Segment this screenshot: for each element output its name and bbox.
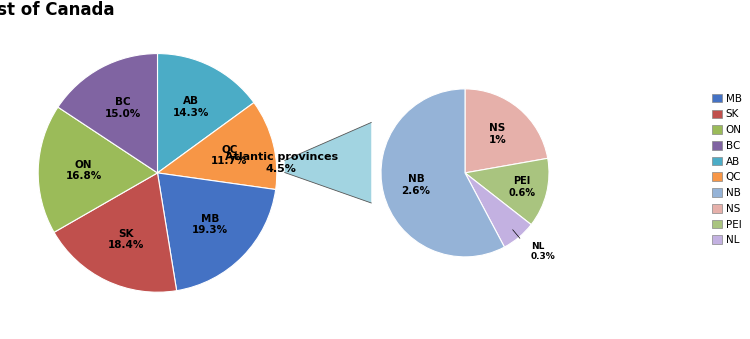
Wedge shape xyxy=(158,103,277,190)
Text: AB
14.3%: AB 14.3% xyxy=(172,96,209,118)
Text: BC
15.0%: BC 15.0% xyxy=(104,97,140,119)
Wedge shape xyxy=(54,173,177,292)
Legend: MB, SK, ON, BC, AB, QC, NB, NS, PEI, NL: MB, SK, ON, BC, AB, QC, NB, NS, PEI, NL xyxy=(709,91,745,248)
Text: NB
2.6%: NB 2.6% xyxy=(401,174,430,196)
Wedge shape xyxy=(381,89,505,257)
Text: QC
11.7%: QC 11.7% xyxy=(211,144,248,166)
Wedge shape xyxy=(465,89,548,173)
Text: NS
1%: NS 1% xyxy=(488,123,506,145)
Polygon shape xyxy=(285,122,371,203)
Text: Atlantic provinces
4.5%: Atlantic provinces 4.5% xyxy=(225,152,338,174)
Wedge shape xyxy=(38,107,158,232)
Wedge shape xyxy=(465,158,549,225)
Text: PEI
0.6%: PEI 0.6% xyxy=(509,176,536,198)
Text: Rest of Canada: Rest of Canada xyxy=(0,1,114,19)
Wedge shape xyxy=(158,173,276,291)
Wedge shape xyxy=(465,173,531,247)
Wedge shape xyxy=(58,54,158,173)
Text: MB
19.3%: MB 19.3% xyxy=(192,214,229,236)
Text: SK
18.4%: SK 18.4% xyxy=(107,229,144,251)
Text: NL
0.3%: NL 0.3% xyxy=(531,242,556,261)
Wedge shape xyxy=(158,54,254,173)
Text: ON
16.8%: ON 16.8% xyxy=(65,160,102,181)
